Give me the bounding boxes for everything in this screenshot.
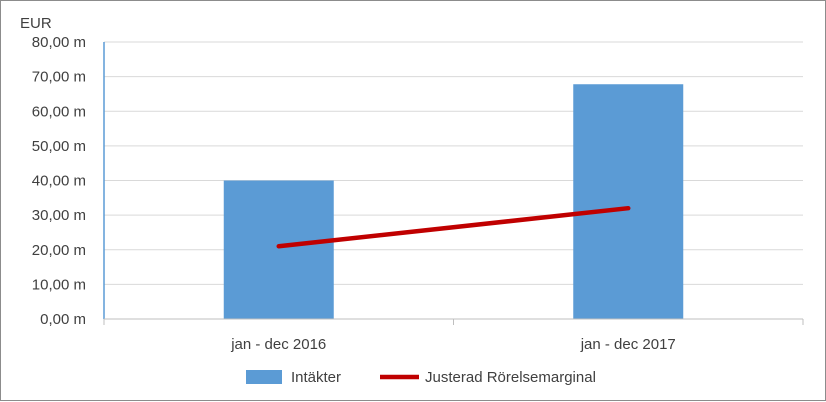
y-tick-label: 30,00 m (32, 207, 86, 224)
gridlines (104, 41, 803, 285)
bar-intakter (573, 84, 684, 320)
x-tick-label: jan - dec 2017 (580, 336, 676, 353)
x-tick-label: jan - dec 2016 (230, 336, 326, 353)
bar-intakter (223, 180, 334, 319)
legend: Intäkter Justerad Rörelsemarginal (246, 369, 596, 386)
bar-series (223, 84, 684, 320)
legend-swatch-bar (246, 370, 282, 384)
line-series (276, 205, 631, 249)
y-tick-label: 0,00 m (40, 311, 86, 328)
y-tick-label: 40,00 m (32, 173, 86, 190)
axes (103, 42, 804, 325)
legend-label-line: Justerad Rörelsemarginal (425, 369, 596, 386)
y-tick-labels: 0,00 m 10,00 m 20,00 m 30,00 m 40,00 m 50,00 … (32, 34, 86, 328)
line-justerad-rorelsemarginal (276, 205, 631, 249)
y-tick-label: 20,00 m (32, 242, 86, 259)
y-tick-label: 80,00 m (32, 34, 86, 51)
x-tick-labels: jan - dec 2016 jan - dec 2017 (230, 336, 676, 353)
y-tick-label: 50,00 m (32, 138, 86, 155)
y-tick-label: 10,00 m (32, 276, 86, 293)
y-tick-label: 60,00 m (32, 103, 86, 120)
y-tick-label: 70,00 m (32, 69, 86, 86)
y-unit-label: EUR (20, 15, 52, 32)
legend-label-bar: Intäkter (291, 369, 341, 386)
